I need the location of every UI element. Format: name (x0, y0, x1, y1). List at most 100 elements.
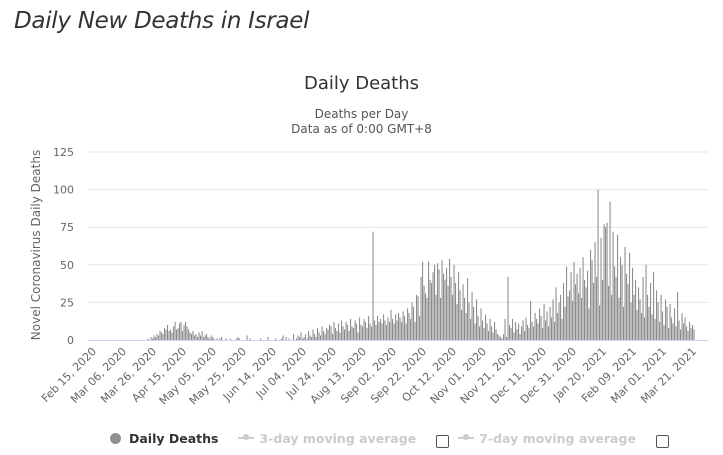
bar[interactable] (633, 294, 635, 340)
bar[interactable] (447, 285, 449, 340)
bar[interactable] (554, 321, 556, 340)
bar[interactable] (653, 272, 655, 340)
bar[interactable] (609, 201, 611, 340)
bar[interactable] (518, 323, 520, 340)
bar[interactable] (191, 333, 193, 340)
bar[interactable] (639, 299, 641, 340)
bar[interactable] (309, 335, 311, 340)
bar[interactable] (684, 317, 686, 340)
bar[interactable] (540, 315, 542, 340)
bar[interactable] (300, 332, 302, 340)
bar[interactable] (530, 300, 532, 340)
bar[interactable] (644, 317, 646, 340)
bar[interactable] (597, 189, 599, 340)
bar[interactable] (350, 318, 352, 340)
bar[interactable] (672, 323, 674, 340)
bar[interactable] (524, 330, 526, 340)
bar[interactable] (467, 278, 469, 340)
bar[interactable] (212, 336, 214, 340)
bar[interactable] (225, 338, 227, 341)
bar[interactable] (611, 294, 613, 340)
bar[interactable] (431, 282, 433, 340)
bar[interactable] (521, 326, 523, 340)
bar[interactable] (377, 315, 379, 340)
bar[interactable] (369, 323, 371, 340)
bar[interactable] (677, 291, 679, 340)
bar[interactable] (693, 329, 695, 340)
bar[interactable] (602, 279, 604, 340)
bar[interactable] (570, 272, 572, 340)
bar[interactable] (599, 305, 601, 340)
bar[interactable] (572, 300, 574, 340)
bar[interactable] (596, 276, 598, 340)
bar[interactable] (681, 312, 683, 340)
bar[interactable] (362, 326, 364, 340)
bar[interactable] (461, 309, 463, 340)
bar[interactable] (303, 336, 305, 340)
bar[interactable] (641, 312, 643, 340)
bar[interactable] (615, 276, 617, 340)
bar[interactable] (281, 338, 283, 341)
bar[interactable] (647, 294, 649, 340)
bar[interactable] (656, 290, 658, 340)
bar[interactable] (479, 326, 481, 340)
bar[interactable] (492, 332, 494, 340)
bar[interactable] (186, 326, 188, 340)
bar[interactable] (159, 330, 161, 340)
bar[interactable] (168, 330, 170, 340)
bar[interactable] (683, 323, 685, 340)
bar[interactable] (312, 329, 314, 340)
bar[interactable] (654, 318, 656, 340)
bar[interactable] (594, 242, 596, 340)
bar[interactable] (429, 279, 431, 340)
legend-item-3day-average[interactable]: 3-day moving average (238, 431, 416, 446)
bar[interactable] (200, 335, 202, 340)
bar[interactable] (383, 314, 385, 340)
bar[interactable] (471, 291, 473, 340)
bar[interactable] (603, 224, 605, 340)
bar[interactable] (204, 335, 206, 340)
bar[interactable] (458, 272, 460, 340)
bar[interactable] (302, 338, 304, 341)
bar[interactable] (428, 261, 430, 340)
bar[interactable] (665, 299, 667, 340)
bar[interactable] (150, 336, 152, 340)
bar[interactable] (638, 287, 640, 340)
bar[interactable] (482, 320, 484, 340)
bar[interactable] (189, 332, 191, 340)
bar[interactable] (183, 324, 185, 340)
bar[interactable] (438, 269, 440, 340)
bar[interactable] (237, 336, 239, 340)
bar[interactable] (509, 324, 511, 340)
bar[interactable] (219, 338, 221, 341)
bar[interactable] (506, 336, 508, 340)
bar[interactable] (366, 327, 368, 340)
bar[interactable] (485, 314, 487, 340)
bar[interactable] (477, 315, 479, 340)
bar[interactable] (371, 326, 373, 340)
bar[interactable] (585, 287, 587, 340)
bar[interactable] (678, 320, 680, 340)
bar[interactable] (617, 234, 619, 340)
bar[interactable] (510, 327, 512, 340)
bar[interactable] (636, 309, 638, 340)
bar[interactable] (605, 227, 607, 340)
bar[interactable] (216, 338, 218, 341)
bar[interactable] (171, 332, 173, 340)
bar[interactable] (416, 294, 418, 340)
bar[interactable] (162, 333, 164, 340)
bar[interactable] (648, 306, 650, 340)
bar[interactable] (548, 326, 550, 340)
bar[interactable] (480, 308, 482, 340)
bar[interactable] (206, 333, 208, 340)
bar[interactable] (390, 309, 392, 340)
bar[interactable] (389, 321, 391, 340)
bar[interactable] (623, 306, 625, 340)
bar[interactable] (236, 338, 238, 341)
bar[interactable] (494, 321, 496, 340)
bar[interactable] (621, 264, 623, 340)
bar[interactable] (375, 324, 377, 340)
bar[interactable] (464, 297, 466, 340)
bar[interactable] (527, 324, 529, 340)
bar[interactable] (402, 311, 404, 340)
